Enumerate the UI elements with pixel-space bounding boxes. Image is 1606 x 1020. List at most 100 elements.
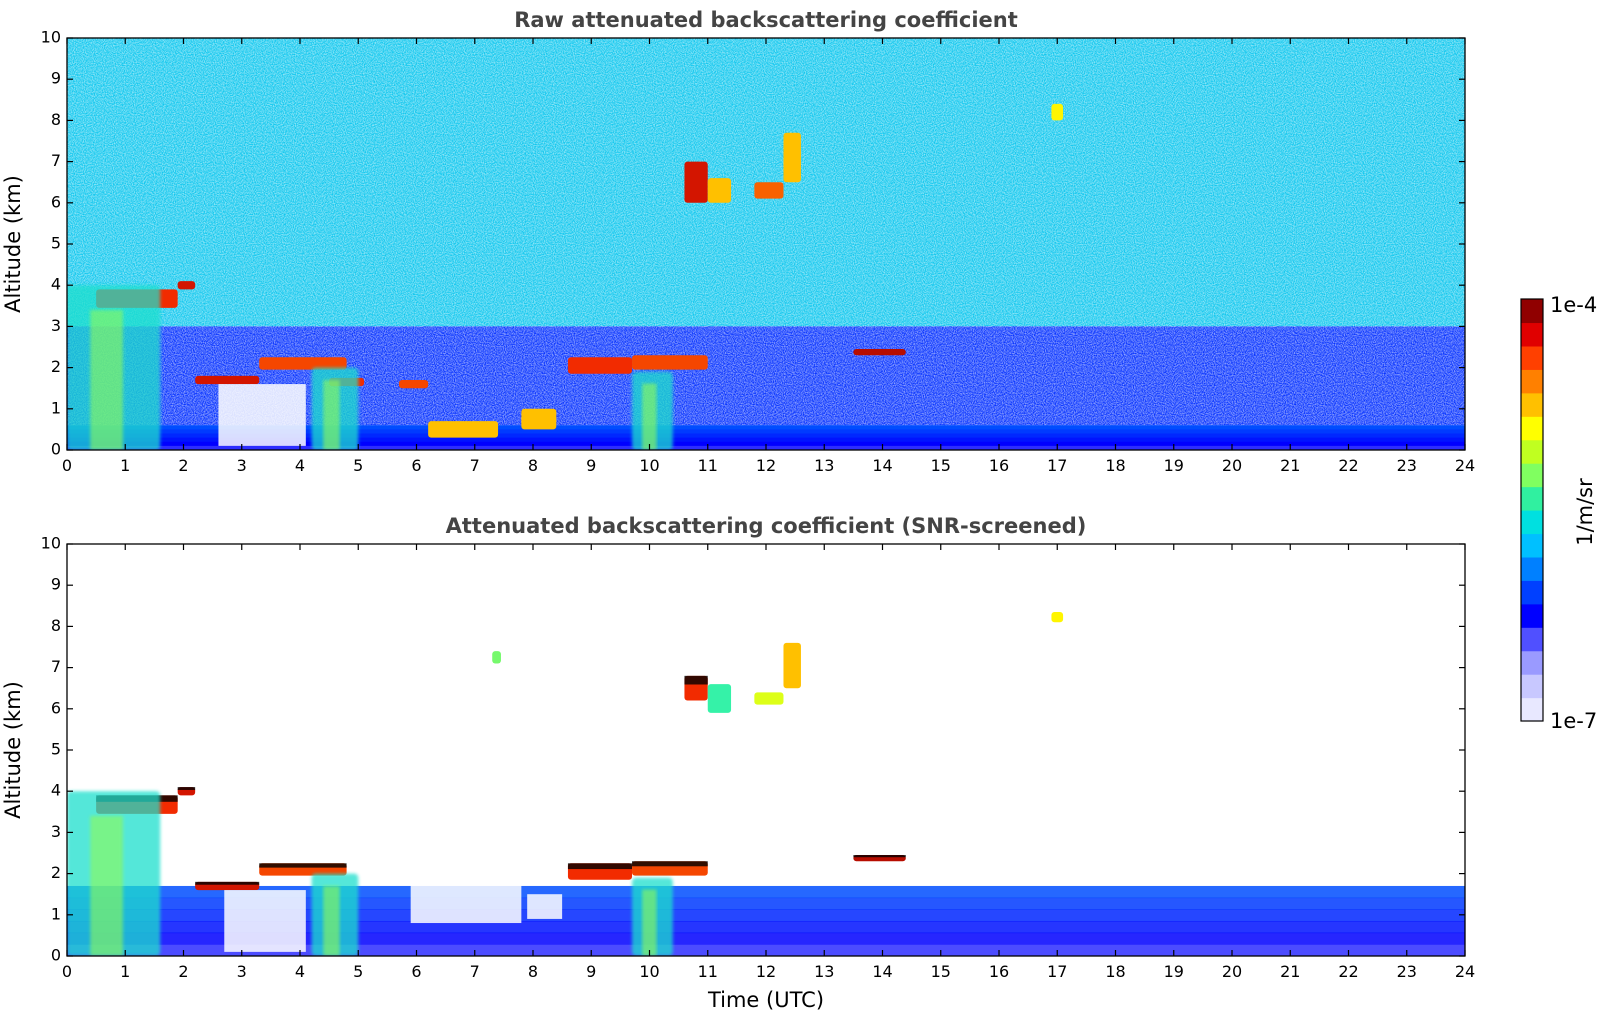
aerosol-core: [642, 889, 657, 956]
colorbar-swatch: [1521, 322, 1543, 347]
boundary-layer-band: [67, 932, 1465, 945]
x-tick-label: 21: [1280, 962, 1300, 981]
x-tick-label: 19: [1164, 962, 1184, 981]
colorbar-frame: [1520, 298, 1544, 722]
aerosol-core: [90, 815, 123, 956]
colorbar-swatch: [1521, 533, 1543, 558]
y-tick-label: 8: [51, 110, 61, 129]
y-tick-label: 1: [51, 904, 61, 923]
x-tick-label: 11: [698, 962, 718, 981]
x-tick-label: 3: [237, 962, 247, 981]
y-tick-label: 8: [51, 616, 61, 635]
cloud-layer: [195, 375, 260, 385]
cloud-layer: [177, 281, 196, 290]
boundary-layer-band: [67, 429, 1465, 435]
colorbar: 1e-4 1e-7 1/m/sr: [1520, 293, 1597, 733]
y-tick-label: 6: [51, 192, 61, 211]
boundary-layer-band: [67, 920, 1465, 934]
x-tick-label: 10: [639, 962, 659, 981]
x-tick-label: 6: [411, 962, 421, 981]
colorbar-swatch: [1521, 299, 1543, 324]
signal-gap: [527, 894, 563, 919]
cloud-layer: [428, 421, 499, 438]
x-tick-label: 18: [1105, 456, 1125, 475]
aerosol-core: [90, 309, 123, 450]
colorbar-swatch: [1521, 369, 1543, 394]
y-axis: 0 1 2 3 4 5 6 7 8 9 10: [41, 28, 1465, 459]
x-tick-label: 16: [989, 456, 1009, 475]
cloud-top-edge: [632, 861, 708, 867]
x-tick-label: 24: [1455, 456, 1475, 475]
x-tick-label: 12: [756, 962, 776, 981]
cloud-layer: [684, 161, 708, 203]
x-tick-label: 0: [62, 456, 72, 475]
y-tick-label: 0: [51, 946, 61, 965]
colorbar-swatch: [1521, 510, 1543, 535]
colorbar-swatch: [1521, 650, 1543, 675]
plot-area: [66, 543, 1466, 957]
colorbar-unit-label: 1/m/sr: [1573, 478, 1597, 546]
colorbar-swatch: [1521, 674, 1543, 699]
colorbar-swatch: [1521, 392, 1543, 417]
x-axis: 0 1 2 3 4 5 6 7 8 9 10 11 12 13 14 15 16 17 18 19 20 21 22 23 24: [62, 38, 1475, 475]
cloud-layer: [783, 132, 801, 183]
colorbar-swatch: [1521, 439, 1543, 464]
panel-title: Raw attenuated backscattering coefficien…: [514, 8, 1018, 32]
colorbar-swatch: [1521, 463, 1543, 488]
colorbar-swatch: [1521, 697, 1543, 722]
x-tick-label: 10: [639, 456, 659, 475]
cloud-layer: [1051, 611, 1064, 623]
y-axis: 0 1 2 3 4 5 6 7 8 9 10: [41, 534, 1465, 965]
x-tick-label: 17: [1047, 962, 1067, 981]
x-tick-label: 3: [237, 456, 247, 475]
y-tick-label: 3: [51, 822, 61, 841]
cloud-layer: [567, 357, 633, 374]
x-tick-label: 1: [120, 962, 130, 981]
signal-gap: [218, 384, 306, 446]
x-tick-label: 0: [62, 962, 72, 981]
x-tick-label: 1: [120, 456, 130, 475]
cloud-layer: [521, 408, 557, 430]
x-tick-label: 12: [756, 456, 776, 475]
snr-screened-panel: Attenuated backscattering coefficient (S…: [1, 514, 1475, 1012]
x-tick-label: 16: [989, 962, 1009, 981]
colorbar-swatch: [1521, 556, 1543, 581]
cloud-layer: [259, 357, 347, 370]
colorbar-swatch: [1521, 486, 1543, 511]
y-tick-label: 5: [51, 234, 61, 253]
cloud-layer: [399, 379, 429, 389]
cloud-top-edge: [195, 881, 260, 885]
x-tick-label: 20: [1222, 456, 1242, 475]
x-tick-label: 13: [814, 962, 834, 981]
x-tick-label: 22: [1338, 456, 1358, 475]
panel-title: Attenuated backscattering coefficient (S…: [446, 514, 1087, 538]
x-tick-label: 24: [1455, 962, 1475, 981]
cloud-layer: [754, 692, 784, 705]
x-tick-label: 14: [872, 962, 892, 981]
cloud-top-edge: [853, 855, 906, 858]
colorbar-swatch: [1521, 627, 1543, 652]
x-tick-label: 2: [178, 456, 188, 475]
y-tick-label: 0: [51, 440, 61, 459]
colorbar-max-label: 1e-4: [1550, 293, 1597, 317]
x-tick-label: 7: [470, 962, 480, 981]
colorbar-min-label: 1e-7: [1550, 709, 1597, 733]
colorbar-swatch: [1521, 580, 1543, 605]
x-tick-label: 5: [353, 456, 363, 475]
x-tick-label: 20: [1222, 962, 1242, 981]
heatmap-cells: [67, 38, 1465, 450]
x-tick-label: 7: [470, 456, 480, 475]
cloud-layer: [707, 684, 732, 713]
x-axis: 0 1 2 3 4 5 6 7 8 9 10 11 12 13 14 15 16 17 18 19 20 21 22 23 24: [62, 544, 1475, 981]
y-tick-label: 2: [51, 863, 61, 882]
signal-gap: [410, 873, 522, 924]
x-tick-label: 22: [1338, 962, 1358, 981]
x-tick-label: 23: [1397, 456, 1417, 475]
boundary-layer-band: [67, 433, 1465, 439]
y-tick-label: 4: [51, 781, 61, 800]
y-tick-label: 2: [51, 357, 61, 376]
x-tick-label: 17: [1047, 456, 1067, 475]
y-tick-label: 9: [51, 69, 61, 88]
x-tick-label: 2: [178, 962, 188, 981]
